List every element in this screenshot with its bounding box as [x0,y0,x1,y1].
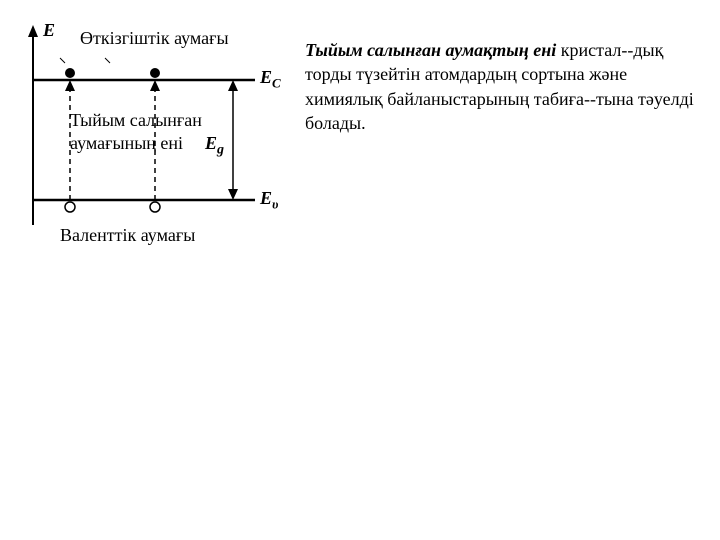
label-gap-line2: аумағының ені [70,133,183,154]
label-eg: Eg [205,133,224,159]
axis-label-e: E [43,20,55,41]
label-ev-sub: υ [272,197,278,212]
label-ec: EC [260,67,281,92]
label-ec-sub: C [272,76,281,91]
label-valence: Валенттік аумағы [60,225,195,246]
description-text: Тыйым салынған аумақтың ені кристал--дық… [305,38,705,135]
description-bold: Тыйым салынған аумақтың ені [305,40,556,60]
label-eg-sub: g [217,143,224,158]
label-ev-e: E [260,188,272,208]
label-conduction: Өткізгіштік аумағы [80,28,229,49]
energy-band-diagram: E Өткізгіштік аумағы EC Тыйым салынған а… [15,25,295,265]
label-ev: Eυ [260,188,278,213]
label-eg-e: E [205,133,217,153]
label-gap-line1: Тыйым салынған [70,110,202,131]
label-ec-e: E [260,67,272,87]
